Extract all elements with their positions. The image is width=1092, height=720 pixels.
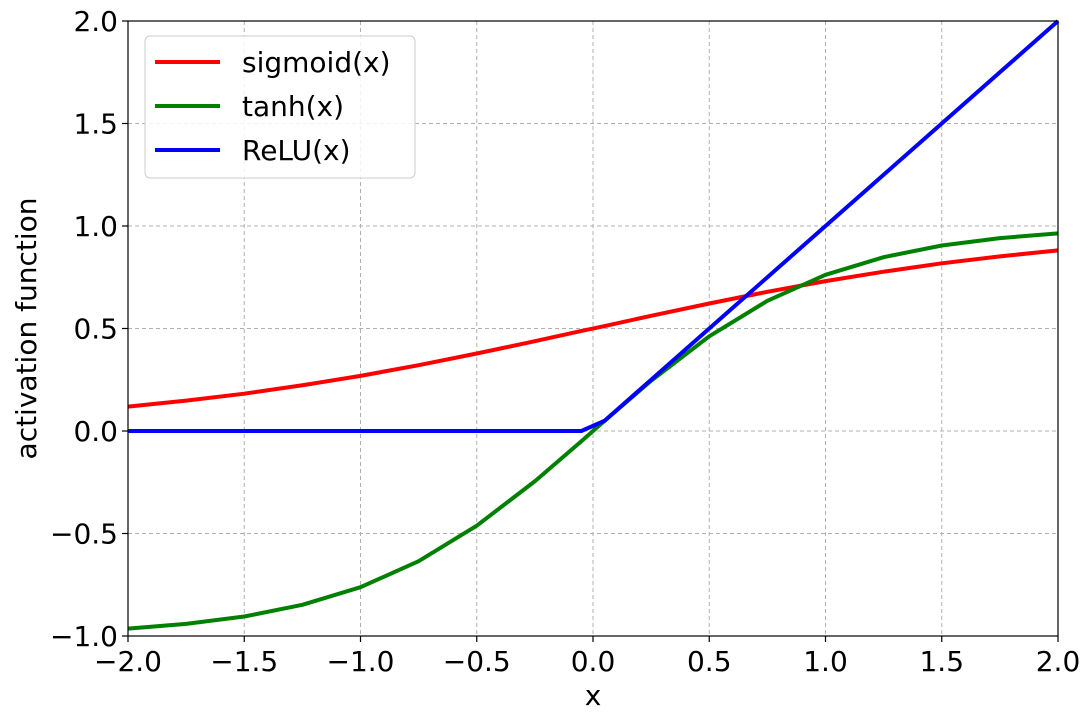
legend-box [144,35,416,179]
x-tick-label: −0.5 [443,645,511,678]
legend-label: tanh(x) [242,90,344,123]
x-tick-label: 2.0 [1036,645,1081,678]
x-tick-label: −1.5 [210,645,278,678]
x-tick-label: 0.0 [571,645,616,678]
y-axis-label: activation function [10,198,43,460]
y-tick-label: 0.0 [73,415,118,448]
x-tick-label: 0.5 [687,645,732,678]
legend-label: ReLU(x) [242,134,351,167]
legend-label: sigmoid(x) [242,46,391,79]
y-tick-label: 1.5 [73,108,118,141]
y-tick-label: 1.0 [73,210,118,243]
axis-ticks: −2.0 −1.5 −1.0 −0.5 0.0 0.5 1.0 1.5 2.0 −1.0 −0.5 0… [50,5,1080,678]
x-tick-label: 1.5 [919,645,964,678]
x-tick-label: −2.0 [94,645,162,678]
y-tick-label: −0.5 [50,518,118,551]
series-line-1 [127,231,1059,631]
y-tick-label: 0.5 [73,313,118,346]
plot-lines [127,19,1060,631]
series-line-2 [128,19,1060,433]
series-line-0 [127,248,1059,409]
y-tick-label: −1.0 [50,620,118,653]
y-tick-label: 2.0 [73,5,118,38]
x-tick-label: 1.0 [803,645,848,678]
x-tick-label: −1.0 [327,645,395,678]
x-axis-label: x [585,679,602,712]
legend: sigmoid(x) tanh(x) ReLU(x) [144,35,416,179]
